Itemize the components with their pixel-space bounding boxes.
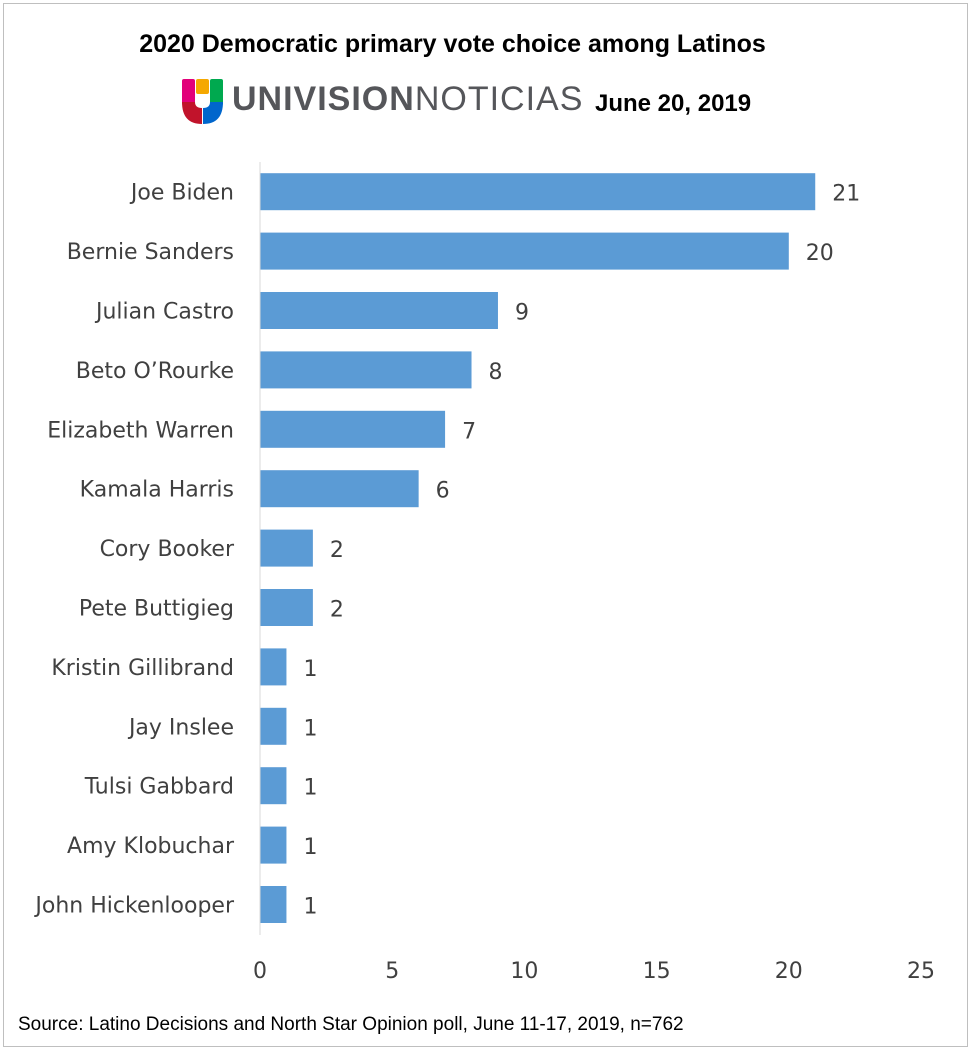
bar [260,529,313,567]
value-label: 7 [462,419,476,444]
univision-logo [178,76,578,126]
category-label: Joe Biden [129,181,234,206]
bar [260,232,789,270]
univision-u-icon [182,79,223,124]
x-tick-label: 20 [775,959,803,984]
source-note: Source: Latino Decisions and North Star … [18,1014,684,1035]
category-label: Kamala Harris [80,478,234,503]
x-axis-ticks-group: 0 5 10 15 20 25 [253,959,935,984]
logo-segment-yellow [196,79,209,94]
category-label: Elizabeth Warren [47,418,234,443]
logo-segment-blue [203,102,223,124]
bar [260,470,419,508]
bar [260,173,816,211]
value-label: 1 [303,895,317,920]
brand-bold-text: UNIVISION [232,80,415,118]
bar [260,292,498,329]
bar-chart: Joe Biden Bernie Sanders Julian Castro Beto… [33,162,935,984]
logo-segment-red [182,102,202,124]
value-label: 8 [489,360,503,385]
chart-date: June 20, 2019 [595,90,752,117]
chart-frame [3,3,968,1047]
category-label: Beto O’Rourke [76,359,234,384]
bar [260,767,287,805]
value-label: 20 [806,241,834,266]
value-label: 6 [436,479,450,504]
bar [260,826,287,864]
category-label: Kristin Gillibrand [51,656,234,681]
x-tick-label: 5 [385,959,399,984]
value-label: 1 [303,776,317,801]
value-label: 2 [330,538,344,563]
value-label: 1 [303,835,317,860]
x-tick-label: 25 [907,959,935,984]
category-label: Julian Castro [94,300,234,325]
value-label: 1 [303,657,317,682]
value-label: 21 [832,182,860,207]
category-label: Cory Booker [100,537,235,562]
chart-title: 2020 Democratic primary vote choice amon… [139,30,766,58]
brand-light-text: NOTICIAS [414,80,584,118]
bar [260,351,472,389]
category-label: Amy Klobuchar [67,834,235,859]
logo-segment-green [210,79,223,105]
category-label: Tulsi Gabbard [84,775,234,800]
bar [260,707,287,745]
category-labels-group: Joe Biden Bernie Sanders Julian Castro Beto… [33,181,235,919]
category-label: Bernie Sanders [67,240,234,265]
x-tick-label: 10 [510,959,538,984]
bar [260,648,287,686]
x-tick-label: 0 [253,959,267,984]
bar [260,886,287,923]
x-tick-label: 15 [643,959,671,984]
logo-segment-magenta [182,79,195,105]
logo-background [178,76,578,126]
category-label: Jay Inslee [127,715,234,740]
value-label: 1 [303,716,317,741]
category-label: Pete Buttigieg [79,597,234,622]
univision-wordmark: UNIVISIONNOTICIAS [232,80,583,119]
bars-group [260,173,816,923]
bar [260,410,446,448]
bar [260,589,313,626]
value-label: 2 [330,598,344,623]
category-label: John Hickenlooper [33,894,235,919]
value-label: 9 [515,301,529,326]
